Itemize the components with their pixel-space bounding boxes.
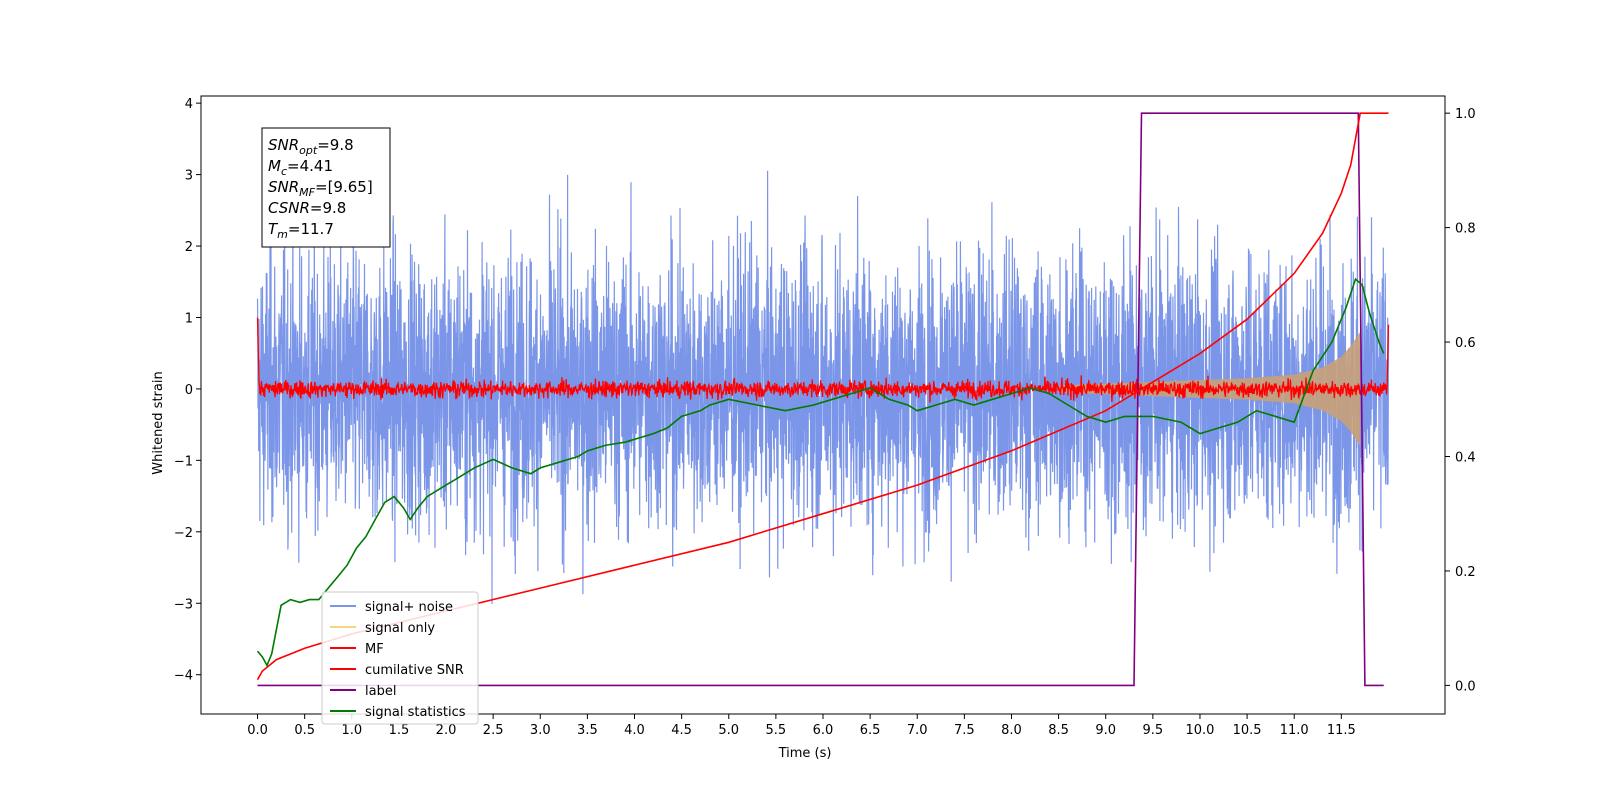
x-tick-label: 6.0: [813, 723, 834, 738]
x-tick-label: 2.0: [436, 723, 457, 738]
x-tick-label: 10.5: [1233, 723, 1262, 738]
x-tick-label: 6.5: [860, 723, 881, 738]
x-tick-label: 8.0: [1001, 723, 1022, 738]
y-left-tick-label: −1: [174, 454, 193, 469]
x-tick-label: 1.5: [389, 723, 410, 738]
series-line-signal-statistics: [256, 277, 1385, 668]
y-right-tick-label: 0.0: [1455, 679, 1476, 694]
legend-label: label: [365, 684, 396, 699]
x-tick-label: 11.0: [1280, 723, 1309, 738]
legend-label: MF: [365, 642, 384, 657]
x-tick-label: 7.0: [907, 723, 928, 738]
y-left-tick-label: 3: [185, 169, 193, 184]
x-tick-label: 2.5: [483, 723, 504, 738]
y-right-tick-label: 0.8: [1455, 222, 1476, 237]
y-right-tick-label: 1.0: [1455, 107, 1476, 122]
y-left-tick-label: −3: [174, 597, 193, 612]
x-tick-label: 0.0: [247, 723, 268, 738]
legend-frame: [321, 591, 479, 725]
info-box-line: SNRopt=9.8: [268, 136, 354, 157]
info-box-line: SNRMF=[9.65]: [268, 178, 373, 199]
x-tick-label: 4.0: [624, 723, 645, 738]
y-right-tick-label: 0.6: [1455, 336, 1476, 351]
x-tick-label: 11.5: [1327, 723, 1356, 738]
y-axis-title: Whitened strain: [151, 371, 166, 474]
y-right-tick-label: 0.2: [1455, 565, 1476, 580]
series-line-label: [257, 112, 1384, 687]
mf-series-line: [256, 317, 1390, 403]
y-left-tick-label: 1: [185, 311, 193, 326]
x-tick-label: 1.0: [341, 723, 362, 738]
x-tick-label: 7.5: [954, 723, 975, 738]
ticks: 0.0 0.5 1.0 1.5 2.0 2.5 3.0 3.5 4.0 4.5 5.0 5.5 6.0 6…: [174, 97, 1476, 738]
y-left-tick-label: −4: [174, 669, 193, 684]
legend: signal+ noise signal only MF cumilative SNR…: [321, 591, 479, 725]
legend-label: signal only: [365, 621, 435, 636]
x-tick-label: 9.5: [1143, 723, 1164, 738]
x-tick-label: 5.0: [718, 723, 739, 738]
noise-series-line: [256, 170, 1390, 605]
info-box-frame: [261, 127, 391, 248]
y-left-tick-label: 0: [185, 383, 193, 398]
x-tick-label: 8.5: [1048, 723, 1069, 738]
legend-label: signal statistics: [365, 705, 466, 720]
info-box-line: CSNR=9.8: [268, 199, 346, 217]
legend-label: cumilative SNR: [365, 663, 464, 678]
info-box-line: Mc=4.41: [268, 157, 333, 178]
legend-label: signal+ noise: [365, 600, 453, 615]
x-axis-title: Time (s): [778, 746, 832, 761]
info-box-line: Tm=11.7: [268, 220, 334, 241]
y-left-tick-label: −2: [174, 526, 193, 541]
x-tick-label: 10.0: [1185, 723, 1214, 738]
x-tick-label: 3.5: [577, 723, 598, 738]
y-left-tick-label: 4: [185, 97, 193, 112]
y-left-tick-label: 2: [185, 240, 193, 255]
y-right-tick-label: 0.4: [1455, 451, 1476, 466]
x-tick-label: 0.5: [294, 723, 315, 738]
x-tick-label: 4.5: [671, 723, 692, 738]
x-tick-label: 3.0: [530, 723, 551, 738]
x-tick-label: 5.5: [766, 723, 787, 738]
x-tick-label: 9.0: [1095, 723, 1116, 738]
